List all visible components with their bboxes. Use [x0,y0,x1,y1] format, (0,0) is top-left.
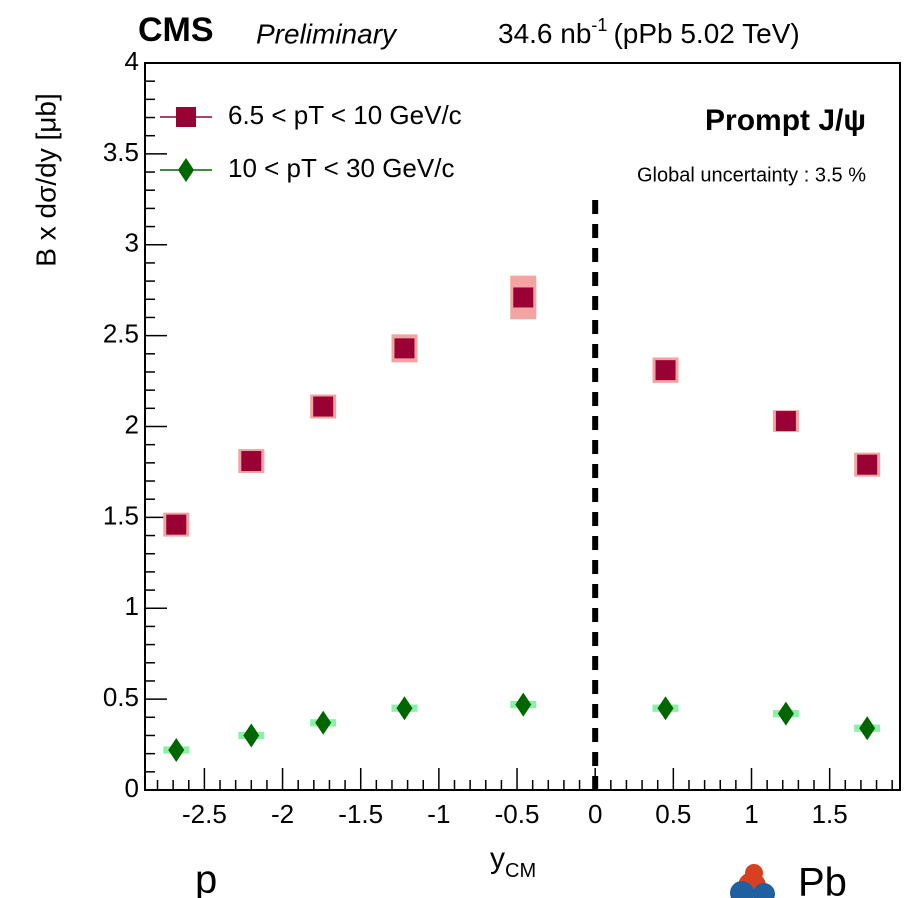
y-axis-label: B x dσ/dy [μb] [30,93,61,266]
y-tick-label: 3.5 [103,137,139,167]
lumi-text: 34.6 nb [498,18,591,49]
x-tick-label: 0 [588,799,602,829]
chart-title: CMS [138,11,214,49]
x-tick-label: 1.5 [812,799,848,829]
lumi-sup: -1 [591,15,607,35]
nucleus-icon [730,864,775,898]
legend-label: 6.5 < pT < 10 GeV/c [228,100,462,130]
marker [178,158,194,182]
lumi: 34.6 nb-1 (pPb 5.02 TeV) [498,15,800,50]
legend-label: 10 < pT < 30 GeV/c [228,153,454,183]
marker [513,287,534,308]
y-tick-label: 2 [125,409,139,439]
annotation: Prompt J/ψ [705,104,866,137]
marker [657,696,674,721]
x-axis-label: yCM [490,842,536,882]
annotation: Pb [798,861,847,898]
y-tick-label: 2.5 [103,319,139,349]
marker [777,701,794,726]
marker [166,514,187,535]
marker [313,396,334,417]
annotation: Global uncertainty : 3.5 % [637,164,866,186]
marker [394,338,415,359]
x-tick-label: -2 [271,799,294,829]
marker [168,738,185,763]
x-label-text: y [490,842,505,875]
marker [396,696,413,721]
y-tick-label: 1.5 [103,500,139,530]
marker [655,360,676,381]
marker [515,692,532,717]
marker [857,454,878,475]
marker [176,107,196,127]
y-tick-label: 3 [125,228,139,258]
x-tick-label: -1 [427,799,450,829]
lumi-rest: (pPb 5.02 TeV) [613,18,799,49]
annotation: p [195,858,217,898]
x-tick-label: 1 [744,799,758,829]
y-tick-label: 4 [125,46,139,76]
y-tick-label: 1 [125,591,139,621]
x-tick-label: -2.5 [182,799,227,829]
x-tick-label: -0.5 [495,799,540,829]
x-tick-label: 0.5 [655,799,691,829]
marker [315,710,332,735]
y-tick-label: 0.5 [103,682,139,712]
y-tick-label: 0 [125,773,139,803]
x-tick-label: -1.5 [338,799,383,829]
marker [859,716,876,741]
x-label-sub: CM [505,860,536,882]
marker [243,723,260,748]
chart-subtitle: Preliminary [256,18,398,49]
marker [775,411,796,432]
marker [241,451,262,472]
